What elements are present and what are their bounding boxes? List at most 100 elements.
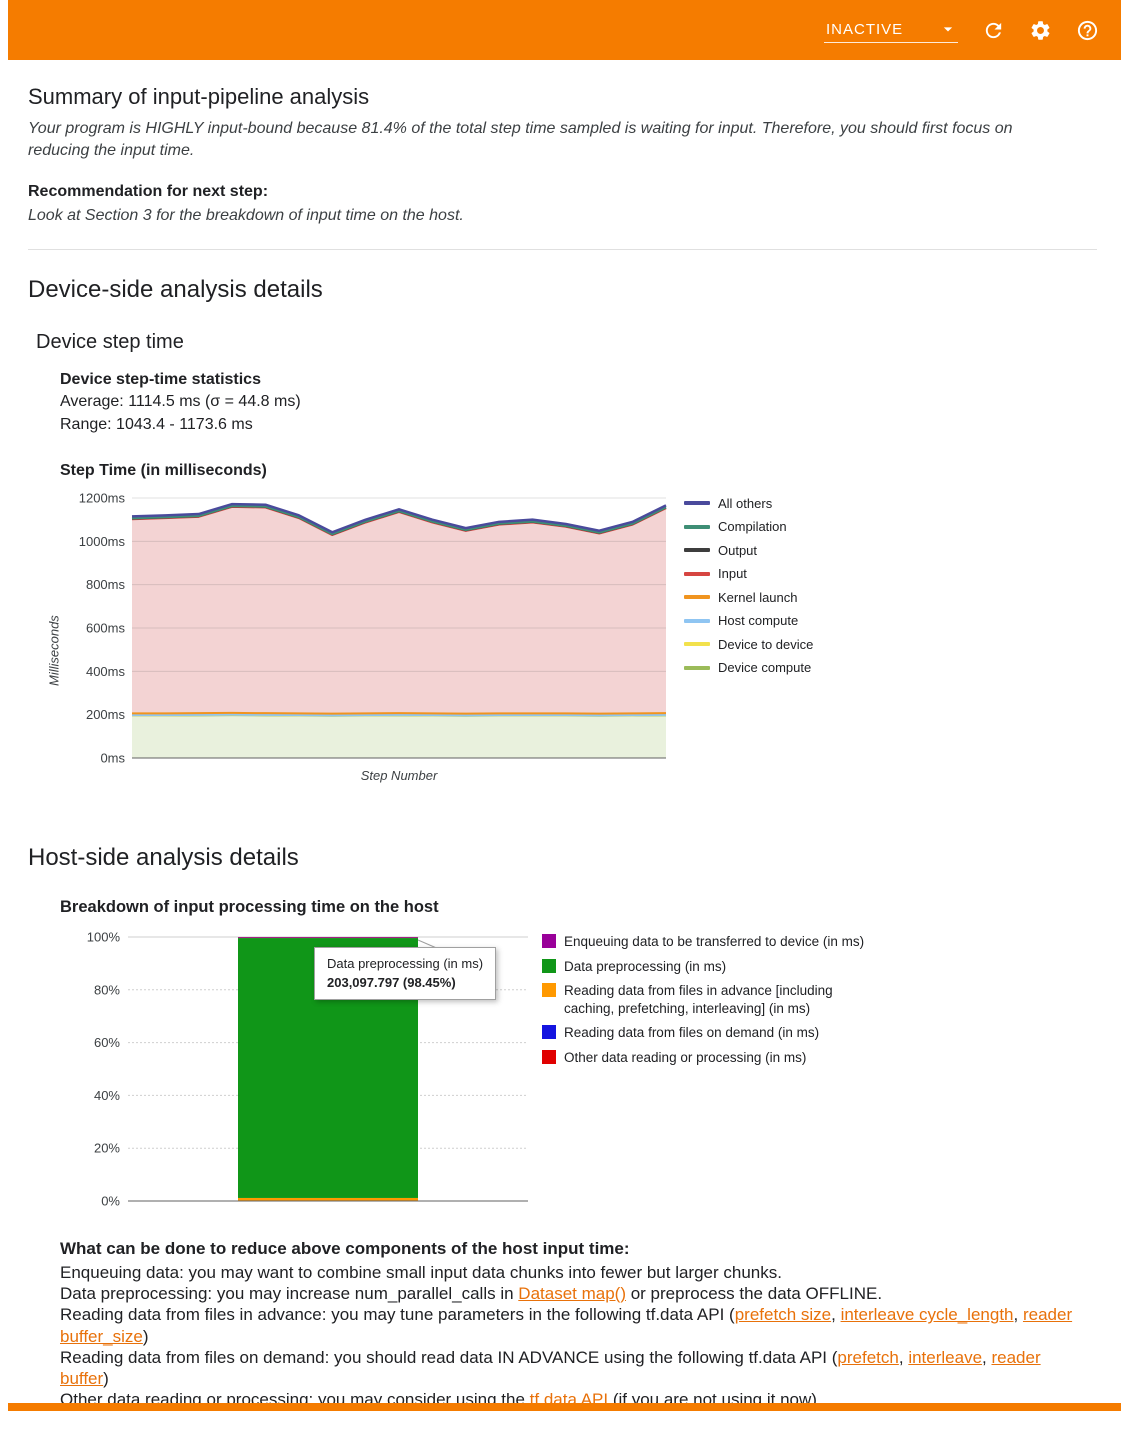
summary-section: Summary of input-pipeline analysis Your … <box>28 60 1097 250</box>
svg-text:0ms: 0ms <box>100 750 125 765</box>
svg-text:1000ms: 1000ms <box>79 534 126 549</box>
refresh-icon[interactable] <box>982 19 1005 42</box>
svg-text:600ms: 600ms <box>86 620 126 635</box>
step-time-chart-legend: All others Compilation Output Input Kernel l… <box>684 486 813 786</box>
advice-line: Reading data from files on demand: you s… <box>60 1347 1075 1390</box>
advice-text: Reading data from files in advance: you … <box>60 1305 735 1324</box>
host-side-section: Host-side analysis details Breakdown of … <box>28 844 1097 1411</box>
recommendation-body: Look at Section 3 for the breakdown of i… <box>28 205 1073 227</box>
advice-text: Enqueuing data: you may want to combine … <box>60 1263 782 1282</box>
legend-label: Device to device <box>718 637 813 652</box>
legend-label: Other data reading or processing (in ms) <box>564 1049 806 1067</box>
host-chart-legend: Enqueuing data to be transferred to devi… <box>542 933 872 1225</box>
legend-label: Host compute <box>718 613 798 628</box>
svg-text:80%: 80% <box>94 982 120 997</box>
legend-label: Reading data from files in advance [incl… <box>564 982 872 1017</box>
advice-text: Reading data from files on demand: you s… <box>60 1348 837 1367</box>
legend-item: Host compute <box>684 613 813 628</box>
svg-text:800ms: 800ms <box>86 577 126 592</box>
advice-text: , <box>1014 1305 1023 1324</box>
advice-text: , <box>899 1348 908 1367</box>
device-step-time-title: Device step time <box>36 331 1097 354</box>
legend-item: Input <box>684 566 813 581</box>
host-breakdown-chart: 0%20%40%60%80%100% Data preprocessing (i… <box>76 925 1097 1225</box>
legend-swatch <box>684 501 710 505</box>
stats-range: Range: 1043.4 - 1173.6 ms <box>60 414 1097 436</box>
settings-icon[interactable] <box>1029 19 1052 42</box>
legend-item: Reading data from files in advance [incl… <box>542 982 872 1017</box>
advice-link[interactable]: prefetch <box>837 1348 898 1367</box>
svg-text:100%: 100% <box>87 929 121 944</box>
legend-swatch <box>684 595 710 599</box>
advice-line: Data preprocessing: you may increase num… <box>60 1283 1075 1304</box>
advice-text: ) <box>103 1369 109 1388</box>
legend-label: Kernel launch <box>718 590 798 605</box>
svg-text:20%: 20% <box>94 1141 120 1156</box>
advice-title: What can be done to reduce above compone… <box>60 1239 1097 1259</box>
legend-swatch <box>542 1050 556 1064</box>
tooltip-value: 203,097.797 (98.45%) <box>327 975 483 990</box>
advice-text: , <box>831 1305 840 1324</box>
legend-item: All others <box>684 496 813 511</box>
legend-swatch <box>542 1025 556 1039</box>
device-step-time-stats: Device step-time statistics Average: 111… <box>60 369 1097 436</box>
host-section-title: Host-side analysis details <box>28 844 1097 872</box>
legend-item: Output <box>684 543 813 558</box>
legend-label: Enqueuing data to be transferred to devi… <box>564 933 864 951</box>
legend-swatch <box>542 934 556 948</box>
legend-item: Other data reading or processing (in ms) <box>542 1049 872 1067</box>
legend-swatch <box>684 548 710 552</box>
device-section-title: Device-side analysis details <box>28 276 1097 304</box>
legend-swatch <box>684 572 710 576</box>
host-chart-title: Breakdown of input processing time on th… <box>60 898 1097 917</box>
legend-label: All others <box>718 496 772 511</box>
step-time-chart-title: Step Time (in milliseconds) <box>60 462 1097 480</box>
tooltip-label: Data preprocessing (in ms) <box>327 956 483 971</box>
chart-tooltip: Data preprocessing (in ms) 203,097.797 (… <box>314 947 496 1000</box>
legend-swatch <box>684 619 710 623</box>
advice-link[interactable]: prefetch size <box>735 1305 831 1324</box>
top-bar: INACTIVE <box>8 0 1121 60</box>
advice-section: What can be done to reduce above compone… <box>60 1239 1097 1411</box>
advice-line: Enqueuing data: you may want to combine … <box>60 1262 1075 1283</box>
legend-label: Compilation <box>718 519 787 534</box>
run-selector-dropdown[interactable]: INACTIVE <box>824 17 958 43</box>
advice-line: Reading data from files in advance: you … <box>60 1304 1075 1347</box>
legend-label: Output <box>718 543 757 558</box>
legend-item: Device compute <box>684 660 813 675</box>
stats-average: Average: 1114.5 ms (σ = 44.8 ms) <box>60 391 1097 413</box>
run-selector-value: INACTIVE <box>826 21 903 38</box>
advice-link[interactable]: Dataset map() <box>518 1284 626 1303</box>
legend-item: Compilation <box>684 519 813 534</box>
legend-label: Input <box>718 566 747 581</box>
legend-swatch <box>542 983 556 997</box>
legend-label: Device compute <box>718 660 811 675</box>
legend-item: Device to device <box>684 637 813 652</box>
legend-swatch <box>542 959 556 973</box>
svg-text:Step Number: Step Number <box>361 768 438 783</box>
svg-text:1200ms: 1200ms <box>79 490 126 505</box>
step-time-area-chart[interactable]: 0ms200ms400ms600ms800ms1000ms1200msStep … <box>64 486 674 786</box>
legend-swatch <box>684 525 710 529</box>
legend-item: Data preprocessing (in ms) <box>542 958 872 976</box>
legend-swatch <box>684 642 710 646</box>
stats-title: Device step-time statistics <box>60 369 1097 391</box>
legend-item: Enqueuing data to be transferred to devi… <box>542 933 872 951</box>
svg-text:0%: 0% <box>101 1193 120 1208</box>
advice-link[interactable]: interleave <box>908 1348 982 1367</box>
advice-text: or preprocess the data OFFLINE. <box>626 1284 882 1303</box>
svg-text:40%: 40% <box>94 1088 120 1103</box>
advice-text: ) <box>143 1327 149 1346</box>
device-side-section: Device-side analysis details Device step… <box>28 276 1097 786</box>
legend-label: Data preprocessing (in ms) <box>564 958 726 976</box>
legend-label: Reading data from files on demand (in ms… <box>564 1024 819 1042</box>
page-title: Summary of input-pipeline analysis <box>28 84 1097 110</box>
advice-text: Data preprocessing: you may increase num… <box>60 1284 518 1303</box>
advice-link[interactable]: interleave cycle_length <box>841 1305 1014 1324</box>
help-icon[interactable] <box>1076 19 1099 42</box>
legend-swatch <box>684 666 710 670</box>
y-axis-title: Milliseconds <box>44 486 64 786</box>
recommendation-label: Recommendation for next step: <box>28 183 1097 201</box>
svg-text:200ms: 200ms <box>86 707 126 722</box>
